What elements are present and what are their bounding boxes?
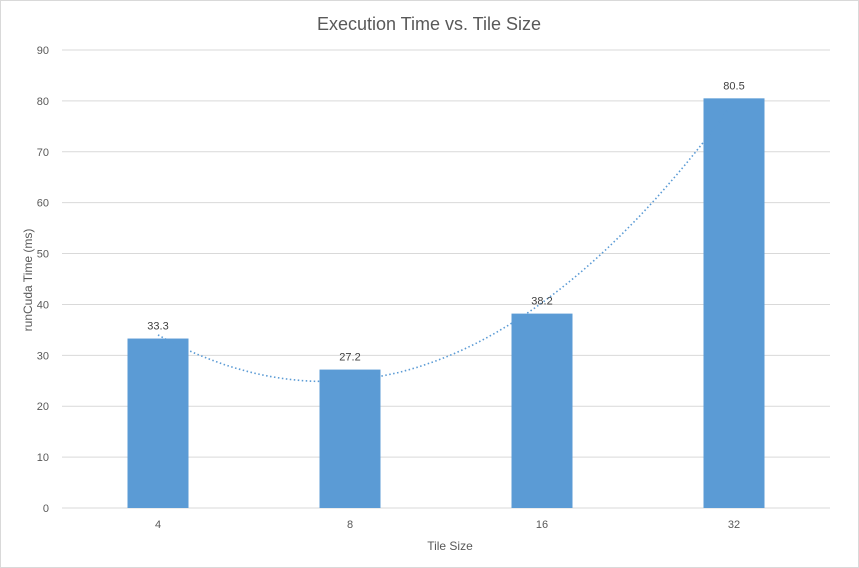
y-tick-label: 20 <box>37 401 49 413</box>
bars <box>127 98 765 508</box>
bar-32 <box>703 98 765 508</box>
y-tick-label: 10 <box>37 452 49 464</box>
data-label-8: 27.2 <box>339 352 360 364</box>
data-label-4: 33.3 <box>147 321 168 333</box>
x-tick-label: 4 <box>155 519 161 531</box>
data-label-16: 38.2 <box>531 296 552 308</box>
y-tick-label: 30 <box>37 350 49 362</box>
data-label-32: 80.5 <box>723 80 744 92</box>
chart-title: Execution Time vs. Tile Size <box>317 14 541 34</box>
y-tick-label: 90 <box>37 45 49 57</box>
y-axis-label: runCuda Time (ms) <box>21 229 35 332</box>
trendline <box>157 101 735 383</box>
x-tick-label: 32 <box>728 519 740 531</box>
x-axis-ticks: 4 8 16 32 <box>155 519 740 531</box>
bar-4 <box>127 338 189 508</box>
bar-16 <box>511 313 573 508</box>
y-tick-label: 40 <box>37 299 49 311</box>
data-labels: 33.3 27.2 38.2 80.5 <box>147 80 744 363</box>
y-tick-label: 70 <box>37 147 49 159</box>
bar-8 <box>319 369 381 508</box>
gridlines <box>62 49 830 509</box>
y-tick-label: 80 <box>37 96 49 108</box>
y-axis-ticks: 0 10 20 30 40 50 60 70 80 90 <box>37 45 49 515</box>
y-tick-label: 50 <box>37 249 49 261</box>
x-tick-label: 8 <box>347 519 353 531</box>
y-tick-label: 0 <box>43 503 49 515</box>
x-tick-label: 16 <box>536 519 548 531</box>
y-tick-label: 60 <box>37 198 49 210</box>
x-axis-label: Tile Size <box>427 539 473 553</box>
